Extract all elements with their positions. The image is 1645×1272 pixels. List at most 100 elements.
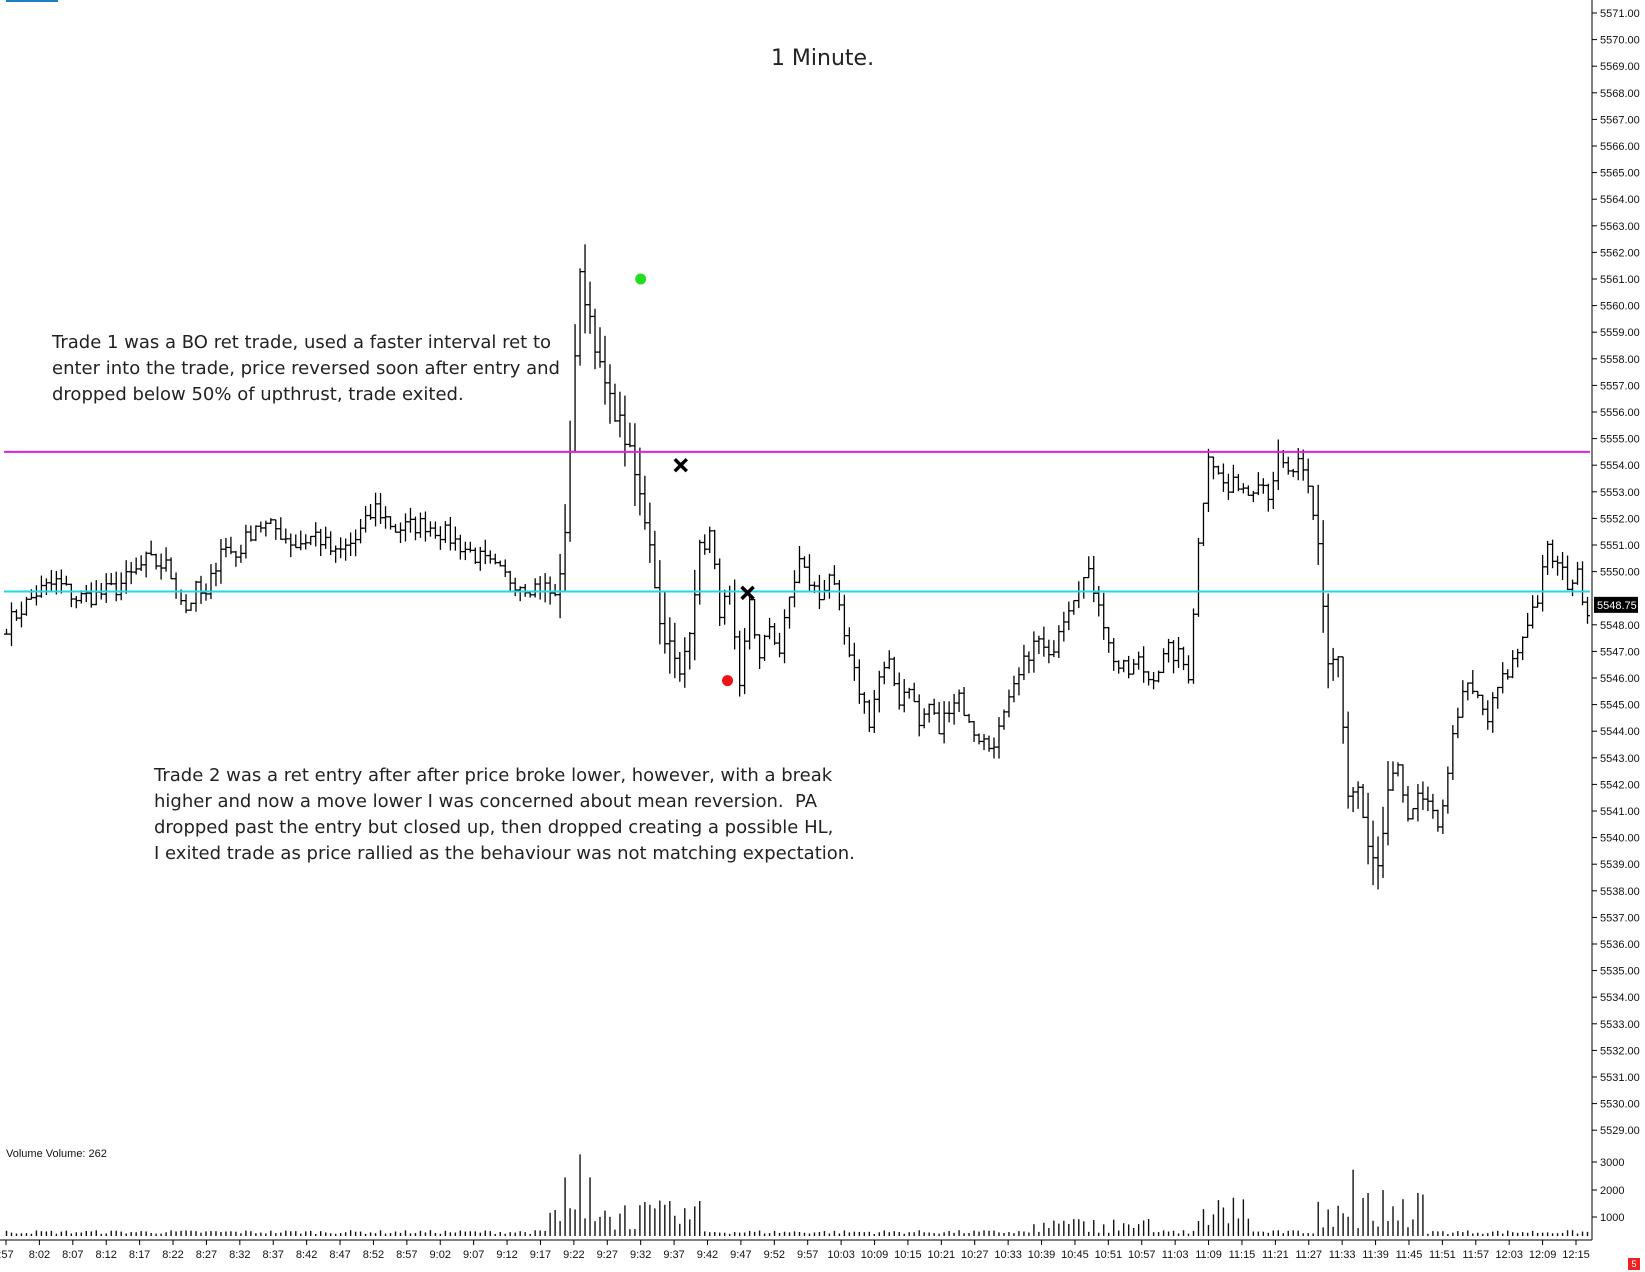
- price-bar: [1036, 635, 1042, 654]
- price-tick-label: 5565.00: [1600, 168, 1640, 180]
- price-tick-label: 5562.00: [1600, 247, 1640, 259]
- time-tick-label: 11:45: [1396, 1249, 1423, 1261]
- price-bar: [248, 525, 254, 542]
- price-tick-label: 5550.00: [1600, 567, 1640, 579]
- price-bar: [582, 244, 588, 334]
- price-bar: [1285, 456, 1291, 475]
- price-bar: [647, 502, 653, 563]
- price-bar: [1445, 766, 1451, 814]
- price-bar: [617, 391, 623, 438]
- price-bar: [23, 596, 29, 616]
- price-bar: [1420, 781, 1426, 811]
- price-bar: [268, 518, 274, 525]
- price-bar: [1051, 640, 1057, 658]
- price-bar: [482, 539, 488, 565]
- price-bar: [1300, 449, 1306, 481]
- price-bar: [1176, 637, 1182, 668]
- price-bar: [1031, 631, 1037, 673]
- price-bar: [821, 579, 827, 601]
- price-bar: [1565, 555, 1571, 591]
- price-bar: [1106, 626, 1112, 653]
- price-bar: [861, 692, 867, 714]
- price-bar: [432, 521, 438, 539]
- price-bar: [1270, 471, 1276, 510]
- price-bar: [911, 682, 917, 703]
- price-bar: [1495, 686, 1501, 709]
- price-tick-label: 5530.00: [1600, 1099, 1640, 1111]
- price-bar: [577, 268, 583, 366]
- price-bar: [263, 520, 269, 537]
- price-bar: [1365, 792, 1371, 865]
- price-axis[interactable]: 5571.00 5570.00 5569.00 5568.00 5567.00 5566.…: [1591, 0, 1640, 1240]
- price-bar: [363, 506, 369, 533]
- time-tick-label: 8:22: [162, 1249, 183, 1261]
- price-bar: [1545, 540, 1551, 575]
- price-bar: [288, 533, 294, 558]
- price-bar: [632, 423, 638, 506]
- price-bar: [68, 583, 74, 608]
- price-bar: [1136, 651, 1142, 670]
- price-bar: [707, 526, 713, 554]
- price-bar: [1021, 644, 1027, 681]
- price-bar: [1066, 601, 1072, 631]
- price-bar: [358, 518, 364, 544]
- price-bar: [747, 594, 753, 650]
- time-tick-label: 8:52: [363, 1249, 384, 1261]
- price-bar: [1350, 787, 1356, 813]
- time-tick-label: 8:12: [96, 1249, 117, 1261]
- price-bar: [672, 622, 678, 679]
- price-bar: [607, 364, 613, 424]
- corner-badge[interactable]: 5: [1628, 1258, 1640, 1270]
- price-bar: [961, 686, 967, 717]
- price-bar: [507, 570, 513, 592]
- price-bar: [213, 562, 219, 587]
- price-bar: [762, 634, 768, 661]
- price-bar: [1330, 647, 1336, 681]
- price-bar: [1156, 670, 1162, 683]
- price-tick-label: 5554.00: [1600, 460, 1640, 472]
- last-price-badge: 5548.75: [1594, 596, 1638, 613]
- price-bar: [1011, 675, 1017, 703]
- price-bar: [906, 687, 912, 699]
- price-bar: [986, 735, 992, 752]
- price-bar: [497, 560, 503, 567]
- price-bar: [542, 573, 548, 603]
- price-bar: [1460, 680, 1466, 718]
- time-tick-label: 8:17: [129, 1249, 150, 1261]
- last-price-label: 5548.75: [1597, 600, 1637, 612]
- time-tick-label: 9:57: [797, 1249, 818, 1261]
- volume-axis: 3000 2000 1000: [1592, 1157, 1624, 1224]
- price-bar: [722, 589, 728, 625]
- time-tick-label: 10:51: [1095, 1249, 1123, 1261]
- price-bar: [1046, 639, 1052, 664]
- price-bar: [338, 537, 344, 559]
- time-axis[interactable]: :57 8:02 8:07 8:12 8:17 8:22 8:27 8:32 8:37 8:42 8…: [0, 1239, 1592, 1261]
- price-bar: [1470, 670, 1476, 695]
- price-bar: [323, 526, 329, 549]
- time-tick-label: 8:47: [329, 1249, 350, 1261]
- price-bar: [333, 545, 339, 563]
- price-bar: [921, 708, 927, 729]
- price-bar: [1181, 646, 1187, 671]
- price-bar: [198, 575, 204, 604]
- price-bar: [1575, 561, 1581, 585]
- price-bar: [298, 530, 304, 551]
- price-bar: [1265, 483, 1271, 512]
- exit-x-marker: [673, 457, 689, 473]
- price-bar: [1056, 625, 1062, 658]
- time-tick-label: 11:27: [1295, 1249, 1322, 1261]
- price-bar: [587, 281, 593, 334]
- price-bar: [1410, 807, 1416, 820]
- price-bar: [1041, 626, 1047, 657]
- price-bar: [1250, 491, 1256, 503]
- price-bar: [173, 572, 179, 599]
- time-tick-label: 9:42: [697, 1249, 718, 1261]
- price-bar: [1255, 472, 1261, 496]
- horizontal-lines: [4, 450, 1590, 593]
- price-bar: [492, 553, 498, 565]
- price-bar: [1515, 648, 1521, 668]
- price-bar: [1505, 669, 1511, 680]
- time-tick-label: 9:07: [463, 1249, 484, 1261]
- time-tick-label: 11:15: [1229, 1249, 1256, 1261]
